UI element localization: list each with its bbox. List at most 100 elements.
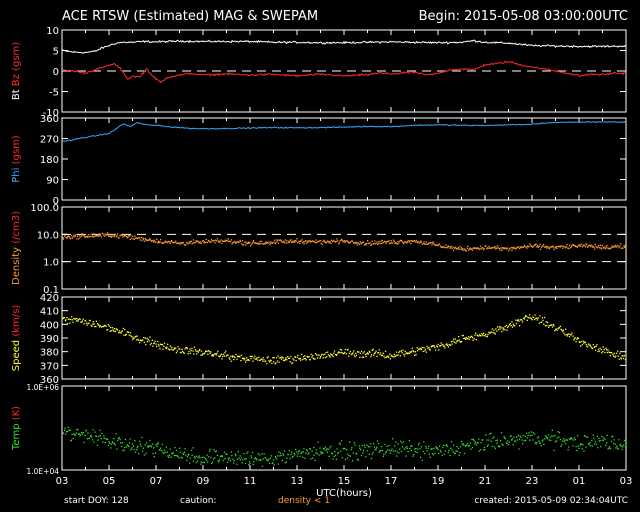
data-point bbox=[305, 359, 307, 361]
data-point bbox=[172, 242, 174, 244]
data-point bbox=[298, 450, 300, 452]
data-point bbox=[202, 462, 204, 464]
data-point bbox=[138, 237, 141, 239]
data-point bbox=[408, 440, 410, 442]
data-point bbox=[247, 451, 249, 453]
data-point bbox=[529, 439, 531, 441]
y-tick-label: 0 bbox=[53, 67, 59, 78]
data-point bbox=[360, 350, 363, 352]
data-point bbox=[103, 235, 106, 237]
data-point bbox=[585, 343, 587, 346]
data-point bbox=[80, 434, 82, 436]
data-point bbox=[539, 315, 541, 317]
data-point bbox=[313, 241, 315, 243]
data-point bbox=[481, 334, 484, 336]
data-point bbox=[76, 428, 78, 431]
data-point bbox=[105, 325, 107, 327]
data-point bbox=[216, 352, 218, 354]
data-point bbox=[356, 453, 358, 455]
data-point bbox=[452, 451, 454, 453]
data-point bbox=[387, 355, 389, 357]
data-point bbox=[163, 452, 165, 455]
data-point bbox=[72, 321, 74, 323]
data-point bbox=[390, 240, 392, 242]
data-point bbox=[156, 443, 159, 445]
data-point bbox=[595, 443, 598, 445]
data-point bbox=[431, 345, 434, 347]
data-point bbox=[339, 348, 341, 351]
data-point bbox=[267, 356, 269, 358]
data-point bbox=[284, 462, 286, 464]
data-point bbox=[255, 243, 257, 245]
data-point bbox=[410, 350, 413, 352]
data-point bbox=[199, 457, 201, 459]
data-point bbox=[149, 344, 152, 346]
data-point bbox=[324, 446, 326, 448]
data-point bbox=[159, 348, 161, 350]
data-point bbox=[588, 443, 590, 445]
data-point bbox=[429, 349, 431, 351]
data-point bbox=[149, 445, 152, 447]
data-point bbox=[315, 452, 317, 454]
data-point bbox=[66, 237, 68, 239]
data-point bbox=[563, 441, 565, 443]
data-point bbox=[440, 451, 442, 453]
data-point bbox=[209, 241, 211, 243]
data-point bbox=[277, 242, 279, 244]
data-point bbox=[597, 348, 600, 350]
data-point bbox=[407, 451, 409, 453]
data-point bbox=[514, 247, 516, 249]
data-point bbox=[425, 445, 427, 447]
data-point bbox=[295, 448, 297, 451]
data-point bbox=[402, 349, 404, 351]
data-point bbox=[361, 356, 363, 358]
data-point bbox=[542, 245, 544, 247]
data-point bbox=[77, 428, 79, 431]
data-point bbox=[323, 239, 325, 241]
data-point bbox=[95, 435, 97, 437]
data-point bbox=[238, 241, 240, 244]
data-point bbox=[219, 355, 222, 357]
data-point bbox=[474, 441, 477, 443]
data-point bbox=[453, 341, 456, 343]
data-point bbox=[443, 453, 445, 455]
data-point bbox=[559, 438, 562, 441]
data-point bbox=[430, 448, 432, 450]
data-point bbox=[589, 244, 591, 247]
data-point bbox=[135, 335, 137, 338]
data-point bbox=[208, 456, 210, 458]
data-point bbox=[229, 460, 232, 462]
data-point bbox=[285, 461, 287, 463]
data-point bbox=[66, 323, 69, 325]
data-point bbox=[335, 240, 337, 243]
data-point bbox=[429, 242, 431, 244]
data-point bbox=[168, 240, 170, 242]
data-point bbox=[428, 445, 430, 447]
data-point bbox=[264, 243, 266, 245]
data-point bbox=[383, 453, 385, 455]
data-point bbox=[296, 356, 298, 358]
data-point bbox=[304, 241, 306, 243]
data-point bbox=[609, 351, 611, 354]
data-point bbox=[579, 245, 582, 247]
data-point bbox=[355, 354, 358, 357]
data-point bbox=[467, 445, 470, 447]
data-point bbox=[405, 455, 407, 457]
data-point bbox=[518, 320, 520, 322]
data-point bbox=[423, 347, 425, 349]
data-point bbox=[294, 239, 297, 242]
data-point bbox=[83, 441, 85, 444]
data-point bbox=[412, 240, 414, 242]
series-dots-speed bbox=[62, 314, 627, 365]
data-point bbox=[245, 458, 247, 460]
data-point bbox=[408, 352, 410, 355]
data-point bbox=[531, 319, 533, 321]
data-point bbox=[605, 347, 607, 349]
data-point bbox=[615, 246, 618, 248]
data-point bbox=[99, 325, 101, 327]
data-point bbox=[509, 248, 511, 250]
data-point bbox=[73, 433, 75, 435]
data-point bbox=[406, 446, 408, 448]
data-point bbox=[399, 239, 402, 241]
data-point bbox=[140, 237, 143, 239]
